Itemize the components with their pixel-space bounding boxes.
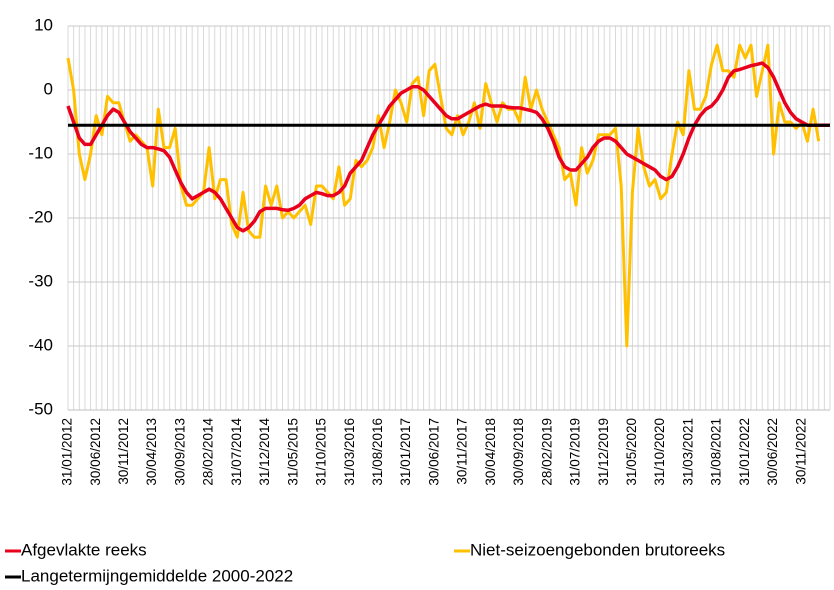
x-tick-label: 31/12/2014 xyxy=(257,418,272,486)
x-tick-label: 31/10/2015 xyxy=(314,418,329,486)
y-tick-label: 0 xyxy=(44,79,53,98)
x-tick-label: 31/01/2022 xyxy=(737,418,752,486)
x-tick-label: 30/11/2012 xyxy=(116,418,131,485)
x-tick-label: 28/02/2019 xyxy=(539,418,554,486)
x-tick-label: 30/09/2013 xyxy=(172,418,187,486)
x-tick-label: 28/02/2014 xyxy=(201,418,216,486)
x-tick-label: 30/06/2012 xyxy=(88,418,103,486)
x-tick-label: 30/06/2022 xyxy=(765,418,780,486)
y-tick-label: -10 xyxy=(28,143,53,162)
x-tick-label: 30/04/2013 xyxy=(144,418,159,486)
x-tick-label: 31/03/2021 xyxy=(680,418,695,486)
series-line xyxy=(66,61,830,233)
y-tick-label: -20 xyxy=(28,207,53,226)
x-tick-label: 31/05/2015 xyxy=(285,418,300,486)
x-tick-label: 31/01/2017 xyxy=(398,418,413,486)
x-tick-label: 31/03/2016 xyxy=(342,418,357,486)
x-tick-label: 31/08/2016 xyxy=(370,418,385,486)
y-tick-label: -50 xyxy=(28,399,53,418)
x-tick-label: 30/11/2017 xyxy=(455,418,470,485)
x-tick-label: 31/12/2019 xyxy=(596,418,611,486)
x-tick-label: 31/08/2021 xyxy=(709,418,724,486)
legend-label: Niet-seizoengebonden brutoreeks xyxy=(470,540,725,559)
y-tick-label: -30 xyxy=(28,271,53,290)
y-tick-label: 10 xyxy=(34,15,53,34)
x-tick-label: 30/11/2022 xyxy=(793,418,808,485)
legend-label: Langetermijngemiddelde 2000-2022 xyxy=(21,566,293,585)
x-tick-label: 31/10/2020 xyxy=(652,418,667,486)
x-tick-label: 31/07/2019 xyxy=(568,418,583,486)
legend-label: Afgevlakte reeks xyxy=(21,540,147,559)
x-tick-label: 31/01/2012 xyxy=(60,418,75,486)
x-tick-label: 30/04/2018 xyxy=(483,418,498,486)
x-tick-label: 30/09/2018 xyxy=(511,418,526,486)
x-tick-label: 30/06/2017 xyxy=(426,418,441,486)
x-tick-label: 31/07/2014 xyxy=(229,418,244,486)
y-tick-label: -40 xyxy=(28,335,53,354)
x-tick-label: 31/05/2020 xyxy=(624,418,639,486)
